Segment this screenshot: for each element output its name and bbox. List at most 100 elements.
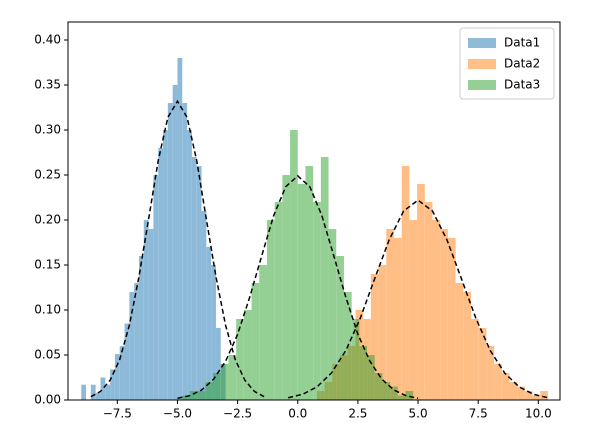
y-tick-label: 0.35 (34, 78, 61, 92)
legend-label: Data1 (504, 36, 540, 50)
histogram-bar (201, 211, 207, 400)
legend-swatch (468, 38, 496, 48)
y-tick-label: 0.05 (34, 348, 61, 362)
histogram-bar (540, 391, 548, 400)
y-tick-label: 0.15 (34, 258, 61, 272)
histogram-bar (197, 391, 206, 400)
histogram-bar (367, 355, 375, 400)
histogram-bar (297, 184, 306, 400)
histogram-bar (409, 220, 418, 400)
histogram-bar (478, 328, 487, 400)
y-tick-label: 0.00 (34, 393, 61, 407)
histogram-bar (359, 346, 368, 400)
legend-swatch (468, 59, 496, 69)
histogram-bar (290, 130, 298, 400)
y-tick-label: 0.20 (34, 213, 61, 227)
histogram-bar (114, 354, 120, 400)
histogram-bar (138, 256, 144, 400)
histogram-bar (243, 310, 252, 400)
histogram-bar (153, 175, 159, 400)
x-tick-label: 7.5 (469, 407, 488, 421)
histogram-bar (110, 369, 115, 400)
density-curve (287, 199, 549, 399)
histogram-bar (378, 265, 387, 400)
histogram-bar (206, 247, 212, 400)
histogram-bar (228, 355, 237, 400)
histogram-bar (501, 373, 510, 400)
density-curve (177, 174, 419, 400)
histogram-bar (213, 373, 221, 400)
histogram-bar (95, 392, 101, 400)
histogram-bar (274, 202, 283, 400)
histogram-bar (390, 386, 398, 400)
histogram-bar (134, 283, 139, 400)
histogram-bar (386, 229, 394, 400)
histogram-bar (205, 382, 214, 400)
histogram-bar (397, 395, 406, 400)
histogram-bar (189, 391, 198, 400)
density-curve (90, 99, 265, 398)
histogram-bar (172, 85, 178, 400)
x-tick-label: −2.5 (223, 407, 252, 421)
legend-label: Data2 (504, 57, 540, 71)
histogram-bar (305, 166, 314, 400)
histogram-bar (187, 130, 192, 400)
histogram-bar (90, 384, 96, 400)
histogram-bar (401, 166, 410, 400)
histogram-bar (432, 220, 441, 400)
histogram-bar (215, 328, 221, 400)
histogram-bar (336, 256, 344, 400)
histogram-bar (405, 391, 414, 400)
histogram-bar (259, 265, 267, 400)
histogram-series (182, 130, 414, 400)
histogram-bar (105, 384, 111, 400)
histogram-bar (328, 229, 337, 400)
histogram-bar (182, 103, 188, 400)
x-tick-label: 0.0 (288, 407, 307, 421)
plot-frame (67, 21, 561, 401)
x-tick-label: −7.5 (103, 407, 132, 421)
histogram-bar (124, 323, 130, 400)
histogram-bar (424, 202, 433, 400)
histogram-bar (447, 238, 456, 400)
histogram-bar (211, 265, 216, 400)
legend-label: Data3 (504, 78, 540, 92)
histogram-bar (370, 274, 379, 400)
histogram-bar (119, 346, 125, 400)
histogram-bar (417, 184, 425, 400)
histogram-bar (196, 166, 202, 400)
histogram-bar (470, 319, 479, 400)
histogram-bar (148, 229, 154, 400)
histogram-bar (167, 103, 173, 400)
histogram-bar (143, 220, 149, 400)
histogram-bar (382, 382, 391, 400)
x-tick-label: −5.0 (163, 407, 192, 421)
histogram-bar (351, 319, 360, 400)
y-tick-label: 0.30 (34, 123, 61, 137)
x-tick-label: 2.5 (348, 407, 367, 421)
histogram-bar (191, 157, 197, 400)
histogram-bar (100, 377, 106, 400)
histogram-bar (163, 130, 168, 400)
histogram-bar (320, 157, 329, 400)
histogram-bar (236, 319, 244, 400)
histogram-bar (220, 364, 229, 400)
histogram-bar (266, 220, 275, 400)
histogram-bar (524, 391, 533, 400)
x-tick-label: 10.0 (525, 407, 552, 421)
histogram-bar (81, 384, 87, 400)
histogram-bar (455, 283, 464, 400)
y-tick-label: 0.25 (34, 168, 61, 182)
x-tick-label: 5.0 (409, 407, 428, 421)
histogram-bar (182, 395, 190, 400)
y-tick-label: 0.10 (34, 303, 61, 317)
histogram-bar (393, 238, 402, 400)
histogram-bar (440, 229, 448, 400)
histogram-bar (177, 58, 183, 400)
histogram-bar (494, 364, 502, 400)
histogram-bar (463, 292, 471, 400)
histogram-bar (509, 382, 518, 400)
histogram-series (81, 58, 226, 400)
